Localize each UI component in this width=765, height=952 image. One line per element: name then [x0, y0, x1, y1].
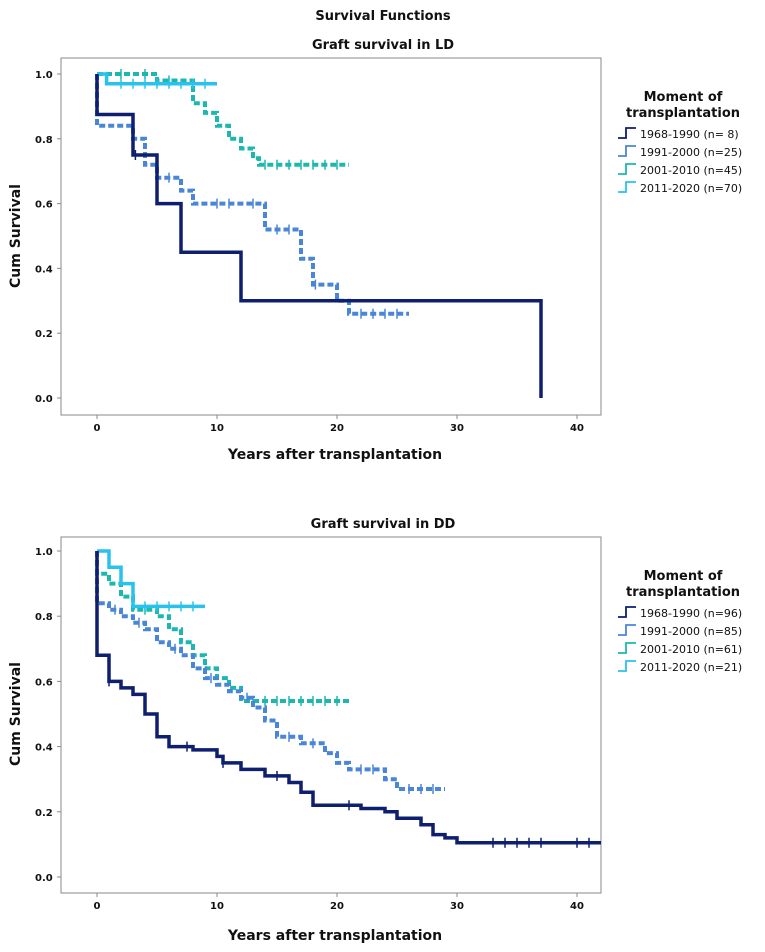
- chart-dd: Graft survival in DD 0.00.20.40.60.81.0 …: [8, 517, 742, 944]
- legend-label: 2001-2010 (n=61): [640, 643, 742, 656]
- chart-dd-curves: [95, 549, 601, 848]
- x-tick-label: 20: [330, 423, 344, 434]
- chart-dd-xlabel: Years after transplantation: [227, 928, 442, 944]
- y-tick-label: 0.2: [35, 329, 53, 340]
- legend-label: 2001-2010 (n=45): [640, 164, 742, 177]
- y-tick-label: 1.0: [35, 70, 53, 81]
- chart-dd-legend-items: 1968-1990 (n=96) 1991-2000 (n=85) 2001-201…: [618, 606, 742, 674]
- chart-dd-legend: Moment of transplantation 1968-1990 (n=9…: [618, 569, 742, 674]
- y-tick-label: 0.4: [35, 743, 53, 754]
- x-tick-label: 40: [570, 901, 584, 912]
- legend-swatch: [618, 163, 636, 175]
- chart-dd-plot-area: [60, 536, 602, 894]
- x-tick-label: 30: [450, 423, 464, 434]
- chart-ld-legend-items: 1968-1990 (n= 8) 1991-2000 (n=25) 2001-201…: [618, 127, 742, 195]
- legend-swatch: [618, 606, 636, 618]
- x-tick-label: 10: [210, 423, 224, 434]
- chart-ld-x-ticks: 0 10 20 30 40: [94, 415, 584, 434]
- chart-dd-x-ticks: 0 10 20 30 40: [94, 893, 584, 912]
- legend-label: 2011-2020 (n=21): [640, 661, 742, 674]
- km-curve-1991-2000: [95, 551, 445, 791]
- legend-swatch: [618, 127, 636, 139]
- legend-label: 1968-1990 (n=96): [640, 607, 742, 620]
- chart-ld-curves: [95, 69, 543, 398]
- chart-ld-legend-title-line2: transplantation: [626, 106, 740, 121]
- km-curve-1968-1990: [95, 74, 543, 398]
- legend-label: 1991-2000 (n=25): [640, 146, 742, 159]
- chart-ld-ylabel: Cum Survival: [8, 184, 24, 288]
- legend-swatch: [618, 642, 636, 654]
- chart-ld-legend: Moment of transplantation 1968-1990 (n= …: [618, 90, 742, 195]
- legend-swatch: [618, 145, 636, 157]
- chart-ld-plot-area: [60, 57, 602, 416]
- y-tick-label: 1.0: [35, 547, 53, 558]
- km-curve-2011-2020: [97, 72, 217, 86]
- chart-dd-ylabel: Cum Survival: [8, 662, 24, 766]
- km-curve-2011-2020: [97, 549, 205, 609]
- x-tick-label: 30: [450, 901, 464, 912]
- chart-dd-legend-title-line2: transplantation: [626, 585, 740, 600]
- legend-label: 1968-1990 (n= 8): [640, 128, 739, 141]
- chart-dd-legend-title-line1: Moment of: [644, 569, 723, 584]
- figure-title: Survival Functions: [315, 9, 450, 24]
- chart-ld-y-ticks: 0.0 0.2 0.4 0.6 0.8 1.0: [35, 70, 61, 405]
- legend-swatch: [618, 624, 636, 636]
- legend-swatch: [618, 181, 636, 193]
- chart-ld: Graft survival in LD 0.00.20.40.60.81.0 …: [8, 38, 742, 463]
- legend-label: 1991-2000 (n=85): [640, 625, 742, 638]
- x-tick-label: 20: [330, 901, 344, 912]
- chart-dd-title: Graft survival in DD: [311, 517, 456, 532]
- x-tick-label: 0: [94, 423, 101, 434]
- km-curve-1968-1990: [95, 551, 601, 845]
- km-curve-2001-2010: [95, 551, 349, 703]
- y-tick-label: 0.8: [35, 612, 53, 623]
- x-tick-label: 10: [210, 901, 224, 912]
- y-tick-label: 0.6: [35, 677, 53, 688]
- chart-dd-y-ticks: 0.0 0.2 0.4 0.6 0.8 1.0: [35, 547, 61, 884]
- x-tick-label: 40: [570, 423, 584, 434]
- chart-ld-xlabel: Years after transplantation: [227, 447, 442, 463]
- legend-label: 2011-2020 (n=70): [640, 182, 742, 195]
- y-tick-label: 0.4: [35, 264, 53, 275]
- km-curve-1991-2000: [95, 74, 409, 316]
- y-tick-label: 0.8: [35, 135, 53, 146]
- chart-ld-title: Graft survival in LD: [312, 38, 454, 53]
- x-tick-label: 0: [94, 901, 101, 912]
- chart-ld-legend-title-line1: Moment of: [644, 90, 723, 105]
- y-tick-label: 0.0: [35, 873, 53, 884]
- y-tick-label: 0.0: [35, 394, 53, 405]
- legend-swatch: [618, 660, 636, 672]
- y-tick-label: 0.6: [35, 200, 53, 211]
- y-tick-label: 0.2: [35, 808, 53, 819]
